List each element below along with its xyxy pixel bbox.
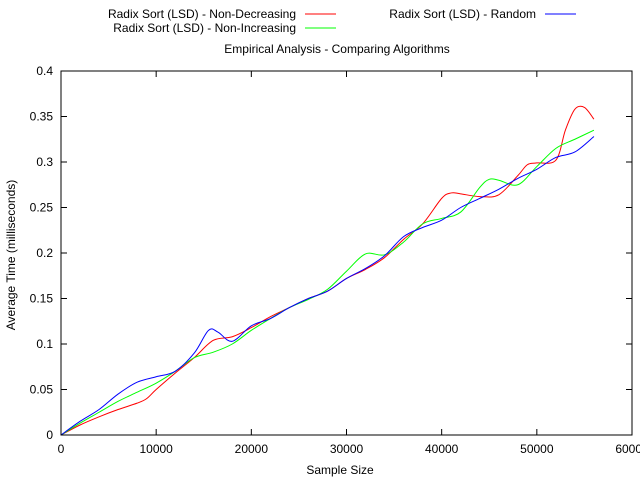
- y-tick-label: 0.1: [36, 337, 53, 351]
- y-axis: 0 0.05 0.1 0.15 0.2 0.25 0.3 0.35 0.4: [30, 64, 632, 442]
- legend-label-radix-sort-lsd-non-decreasing: Radix Sort (LSD) - Non-Decreasing: [108, 7, 296, 21]
- chart-title: Empirical Analysis - Comparing Algorithm…: [224, 42, 449, 56]
- x-tick-label: 50000: [520, 442, 554, 456]
- y-tick-label: 0.15: [30, 292, 54, 306]
- y-axis-title: Average Time (milliseconds): [4, 180, 18, 331]
- x-tick-label: 20000: [235, 442, 269, 456]
- plot-area: [60, 105, 595, 436]
- x-tick-label: 0: [58, 442, 65, 456]
- x-axis-title: Sample Size: [306, 463, 374, 477]
- y-tick-label: 0.25: [30, 201, 54, 215]
- x-tick-label: 10000: [139, 442, 173, 456]
- legend-label-radix-sort-lsd-non-increasing: Radix Sort (LSD) - Non-Increasing: [113, 21, 296, 35]
- series-line-radix-sort-lsd-random: [60, 136, 595, 436]
- y-tick-label: 0.2: [36, 246, 53, 260]
- x-tick-label: 40000: [425, 442, 459, 456]
- legend-label-radix-sort-lsd-random: Radix Sort (LSD) - Random: [389, 7, 536, 21]
- series-line-radix-sort-lsd-non-increasing: [60, 129, 595, 436]
- y-tick-label: 0.4: [36, 64, 53, 78]
- y-tick-label: 0.3: [36, 155, 53, 169]
- y-tick-label: 0.35: [30, 110, 54, 124]
- y-tick-label: 0.05: [30, 383, 54, 397]
- x-tick-label: 30000: [330, 442, 364, 456]
- y-tick-label: 0: [46, 428, 53, 442]
